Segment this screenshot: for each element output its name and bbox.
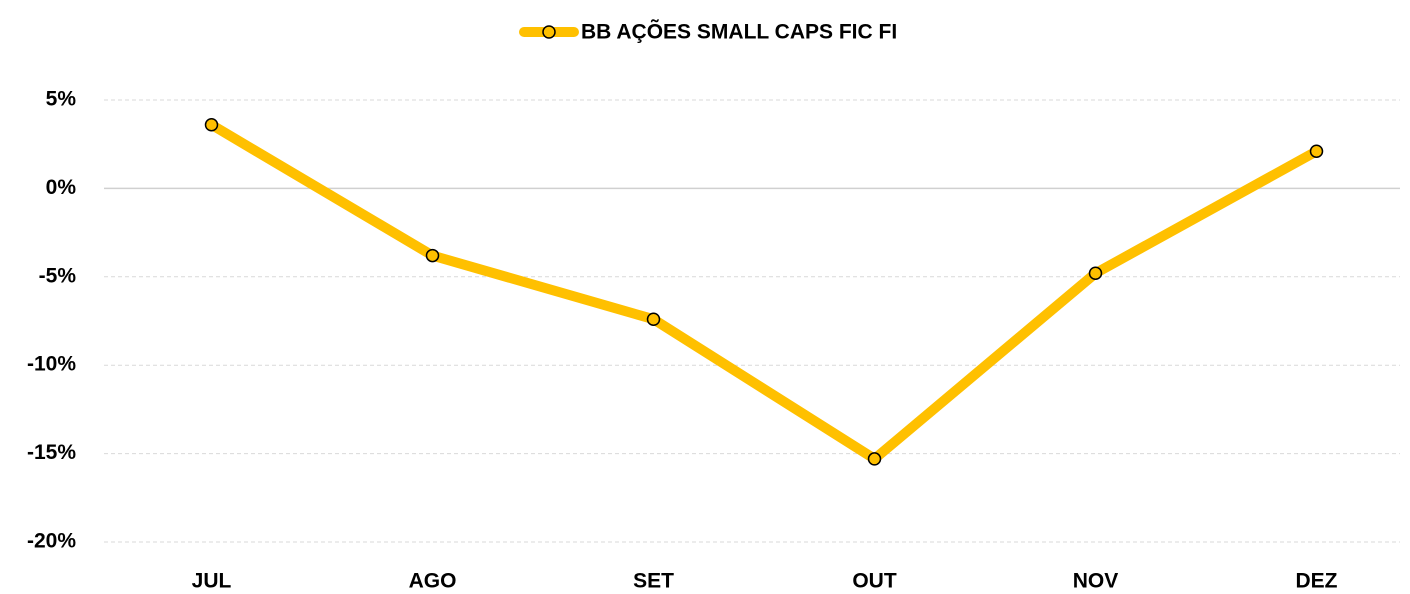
x-tick-label: AGO (409, 570, 457, 593)
y-tick-label: 5% (46, 88, 77, 111)
x-tick-label: JUL (192, 570, 232, 593)
x-tick-label: NOV (1073, 570, 1119, 593)
y-tick-label: -15% (27, 441, 76, 464)
series-line (206, 119, 1322, 464)
y-tick-label: -20% (27, 530, 76, 553)
data-point (646, 312, 661, 326)
x-tick-label: OUT (852, 570, 897, 593)
legend-label: BB AÇÕES SMALL CAPS FIC FI (581, 20, 897, 44)
data-point (1309, 144, 1324, 159)
x-tick-label: DEZ (1296, 570, 1338, 593)
data-point (867, 452, 882, 466)
data-point (425, 248, 440, 263)
x-tick-label: SET (633, 570, 674, 593)
y-tick-label: -5% (39, 264, 77, 287)
data-point (1088, 266, 1103, 281)
y-tick-label: 0% (46, 176, 77, 199)
y-tick-label: -10% (27, 353, 76, 376)
data-point (204, 118, 219, 132)
legend-marker (542, 25, 556, 39)
